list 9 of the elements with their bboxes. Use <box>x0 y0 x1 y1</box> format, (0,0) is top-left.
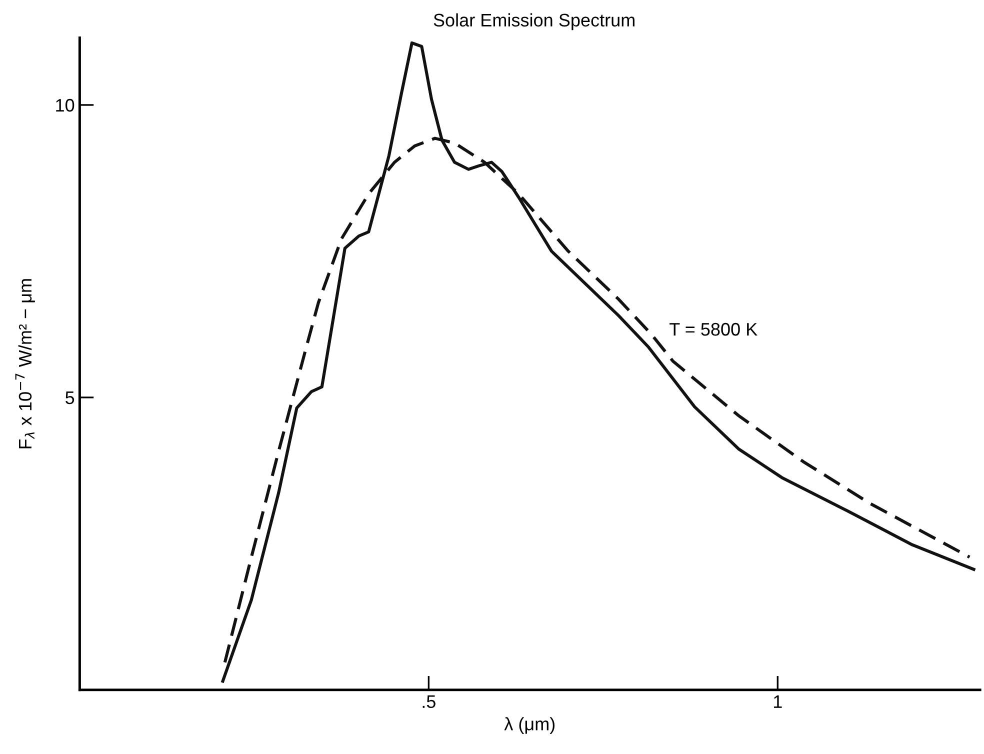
text: Solar Emission Spectrum <box>434 13 634 30</box>
y-tick-label: 10 <box>56 98 74 112</box>
x-tick-label: 1 <box>774 695 782 708</box>
x-axis-title: λ (μm) <box>504 717 555 734</box>
x-tick-label: .5 <box>422 695 436 708</box>
y-axis-title: F$_{λ}$ x 10$^{−7}$ W/m² − μm <box>15 279 35 448</box>
y-tick-label: 5 <box>66 392 74 404</box>
line-series <box>221 41 976 683</box>
annotation: T = 5800 K <box>670 322 758 336</box>
